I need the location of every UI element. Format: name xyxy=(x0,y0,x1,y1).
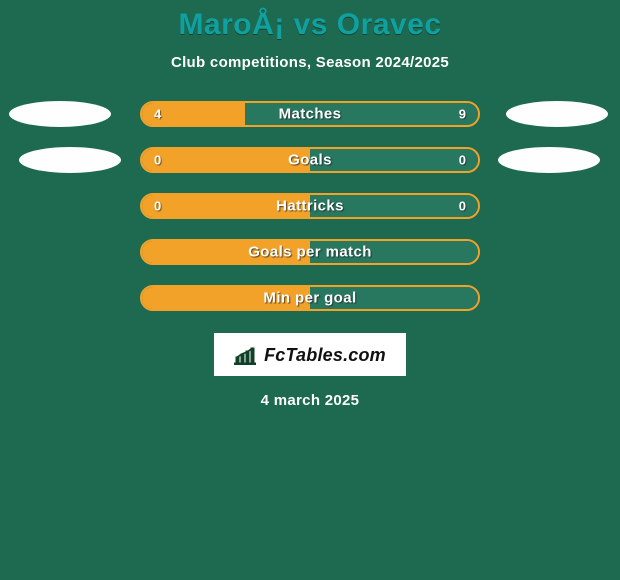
left-ellipse xyxy=(9,101,111,127)
stat-bar: Goals00 xyxy=(140,147,480,173)
stat-rows: Matches49 Goals00 Hattricks00 Goals per mat… xyxy=(0,101,620,311)
source-badge: FcTables.com xyxy=(214,333,406,376)
right-ellipse xyxy=(506,101,608,127)
page-title: MaroÅ¡ vs Oravec xyxy=(178,8,441,42)
stat-bar: Min per goal xyxy=(140,285,480,311)
stat-bar: Goals per match xyxy=(140,239,480,265)
stat-row-mpg: Min per goal xyxy=(0,285,620,311)
bar-right-fill xyxy=(245,103,478,125)
bar-right-fill xyxy=(310,287,478,309)
source-badge-text: FcTables.com xyxy=(264,345,386,366)
stat-row-matches: Matches49 xyxy=(0,101,620,127)
stat-bar: Matches49 xyxy=(140,101,480,127)
page: MaroÅ¡ vs Oravec Club competitions, Seas… xyxy=(0,0,620,580)
page-subtitle: Club competitions, Season 2024/2025 xyxy=(171,54,449,71)
stat-row-hattricks: Hattricks00 xyxy=(0,193,620,219)
chart-icon xyxy=(234,347,256,365)
bar-left-fill xyxy=(142,149,310,171)
bar-right-fill xyxy=(310,241,478,263)
bar-right-fill xyxy=(310,149,478,171)
stat-bar: Hattricks00 xyxy=(140,193,480,219)
stat-row-goals: Goals00 xyxy=(0,147,620,173)
date-label: 4 march 2025 xyxy=(261,392,360,409)
right-ellipse xyxy=(498,147,600,173)
left-ellipse xyxy=(19,147,121,173)
bar-left-fill xyxy=(142,241,310,263)
bar-left-fill xyxy=(142,103,245,125)
stat-row-gpm: Goals per match xyxy=(0,239,620,265)
bar-right-fill xyxy=(310,195,478,217)
bar-left-fill xyxy=(142,195,310,217)
bar-left-fill xyxy=(142,287,310,309)
